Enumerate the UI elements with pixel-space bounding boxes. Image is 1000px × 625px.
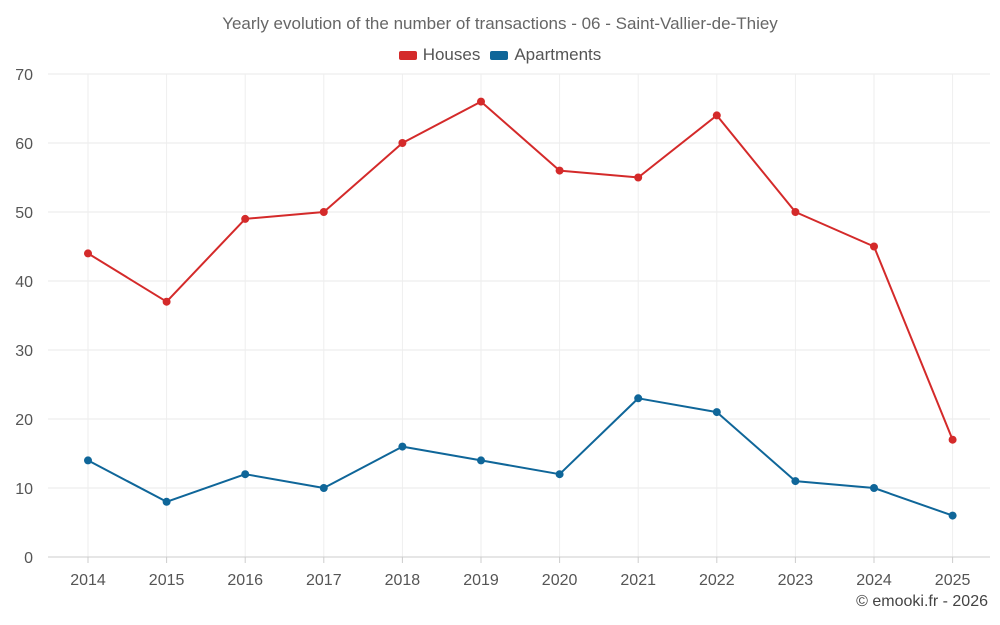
x-tick-label: 2015 [149,572,185,589]
data-point-houses[interactable] [162,297,171,306]
legend-label-apartments: Apartments [514,45,602,64]
y-tick-label: 70 [15,67,33,84]
legend-swatch-houses [398,50,417,60]
series [84,97,957,520]
x-tick-label: 2017 [306,572,342,589]
x-tick-label: 2021 [620,572,656,589]
data-point-houses[interactable] [948,435,957,444]
x-tick-label: 2018 [385,572,421,589]
axes: 0 10 20 30 40 50 60 70 2014 2015 2016 2017 2018 2019 2… [15,67,990,589]
y-tick-label: 50 [15,205,33,222]
series-line-apartments [87,397,953,517]
data-point-apartments[interactable] [634,394,643,403]
x-tick-label: 2024 [856,572,892,589]
x-tick-label: 2014 [70,572,106,589]
data-point-houses[interactable] [84,249,92,258]
series-line-houses [87,100,954,441]
y-tick-label: 0 [24,550,33,567]
legend-item-apartments[interactable]: Apartments [490,45,601,65]
x-tick-label: 2020 [542,572,578,589]
x-tick-label: 2019 [463,572,499,589]
legend-item-houses[interactable]: Houses [398,45,481,65]
y-tick-label: 60 [15,136,33,153]
data-point-apartments[interactable] [791,477,800,486]
y-tick-label: 10 [15,481,33,498]
y-tick-label: 20 [15,412,33,429]
data-point-apartments[interactable] [555,470,564,479]
chart-title: Yearly evolution of the number of transa… [222,14,778,33]
x-tick-label: 2016 [227,572,263,589]
data-point-houses[interactable] [241,214,250,223]
data-point-houses[interactable] [634,173,643,182]
data-point-houses[interactable] [712,111,721,120]
data-point-houses[interactable] [870,242,878,251]
credit-text: © emooki.fr - 2026 [856,593,988,610]
data-point-houses[interactable] [791,208,800,216]
data-point-houses[interactable] [477,97,485,106]
data-point-houses[interactable] [319,208,328,216]
data-point-houses[interactable] [555,166,564,175]
legend-label-houses: Houses [422,45,481,64]
legend-swatch-apartments [490,50,509,60]
data-point-apartments[interactable] [319,484,328,492]
data-point-apartments[interactable] [398,442,407,451]
data-point-apartments[interactable] [241,470,250,479]
data-point-apartments[interactable] [870,484,878,492]
y-tick-label: 30 [15,343,33,360]
data-point-houses[interactable] [398,139,407,147]
legend: Houses Apartments [0,45,1000,65]
data-point-apartments[interactable] [477,456,485,465]
x-tick-label: 2023 [778,572,814,589]
grid [48,73,990,557]
y-tick-label: 40 [15,274,33,291]
data-point-apartments[interactable] [162,497,171,506]
data-point-apartments[interactable] [948,511,957,520]
data-point-apartments[interactable] [84,456,92,465]
x-tick-label: 2022 [699,572,735,589]
x-tick-label: 2025 [935,572,971,589]
data-point-apartments[interactable] [712,408,721,417]
